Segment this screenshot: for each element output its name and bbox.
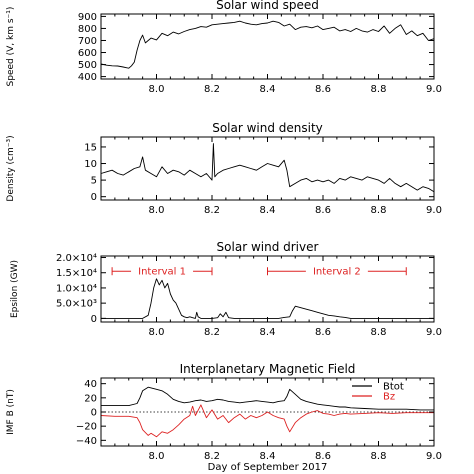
plot-frame [100, 13, 435, 80]
y-tick-label: 40 [84, 379, 97, 390]
legend-label: Bz [383, 392, 395, 403]
y-tick-label: 0 [91, 314, 97, 325]
x-tick-label: 8.2 [204, 451, 220, 462]
x-tick-label: 8.2 [204, 84, 220, 95]
x-tick-label: 9.0 [426, 84, 442, 95]
legend-label: Btot [383, 382, 404, 393]
interval-label-bg [131, 265, 194, 278]
interval-label: Interval 1 [138, 267, 186, 278]
x-tick-label: 8.4 [260, 205, 276, 216]
chart-title: Solar wind driver [217, 240, 319, 254]
x-tick-label: 8.4 [260, 451, 276, 462]
y-axis-label: Epsilon (GW) [10, 260, 20, 318]
x-tick-label: 8.8 [371, 84, 387, 95]
x-tick-label: 9.0 [426, 451, 442, 462]
x-tick-label: 8.2 [204, 205, 220, 216]
x-tick-label: 8.0 [149, 451, 165, 462]
x-tick-label: 8.0 [149, 84, 165, 95]
y-tick-label: −40 [76, 436, 97, 447]
y-tick-label: 1.0×10⁴ [56, 283, 97, 294]
y-tick-label: 400 [78, 72, 97, 83]
x-tick-label: 8.8 [371, 327, 387, 338]
y-tick-label: 20 [84, 393, 97, 404]
x-tick-label: 8.4 [260, 327, 276, 338]
x-tick-label: 8.4 [260, 84, 276, 95]
x-tick-label: 8.6 [315, 451, 331, 462]
y-tick-label: 5.0×10³ [56, 299, 97, 310]
x-tick-label: 8.6 [315, 327, 331, 338]
interval-annotation: Interval 2 [267, 265, 407, 278]
x-tick-label: 8.2 [204, 327, 220, 338]
y-tick-label: 700 [78, 36, 97, 47]
plot-frame [100, 136, 435, 201]
series-line-bz [100, 404, 434, 438]
interval-annotation: Interval 1 [111, 265, 213, 278]
y-tick-label: 800 [78, 24, 97, 35]
panel-4: Interplanetary Magnetic Field IMF B (nT) 8… [6, 362, 442, 473]
panel-1: Solar wind speed Speed (V, km s⁻¹) 8.0 8.2 8… [6, 0, 442, 95]
y-tick-label: 0 [91, 408, 97, 419]
y-tick-label: −20 [76, 422, 97, 433]
x-tick-label: 8.6 [315, 84, 331, 95]
y-tick-label: 500 [78, 60, 97, 71]
y-tick-label: 1.5×10⁴ [56, 268, 97, 279]
panel-2: Solar wind density Density (cm⁻³) 8.0 8.2 8.… [6, 121, 442, 216]
y-tick-label: 600 [78, 48, 97, 59]
y-axis-label: Density (cm⁻³) [6, 135, 16, 201]
series-line-btot [101, 386, 434, 411]
x-tick-label: 8.0 [149, 205, 165, 216]
chart-title: Interplanetary Magnetic Field [180, 362, 356, 376]
y-tick-label: 2.0×10⁴ [56, 253, 97, 264]
interval-label-bg [305, 265, 368, 278]
panel-3: Solar wind driver Epsilon (GW) 8.0 8.2 8.4 8.… [10, 240, 442, 338]
x-tick-label: 9.0 [426, 205, 442, 216]
series-line-1 [101, 278, 434, 319]
x-tick-label: 8.8 [371, 205, 387, 216]
x-tick-label: 8.8 [371, 451, 387, 462]
y-tick-label: 5 [91, 176, 97, 187]
series-line-1 [100, 20, 435, 69]
y-tick-label: 0 [91, 192, 97, 203]
chart-title: Solar wind density [212, 121, 323, 135]
interval-label: Interval 2 [313, 267, 361, 278]
y-tick-label: 900 [78, 12, 97, 23]
chart-title: Solar wind speed [216, 0, 319, 12]
x-tick-label: 8.0 [149, 327, 165, 338]
y-tick-label: 10 [84, 159, 97, 170]
y-axis-label: Speed (V, km s⁻¹) [6, 7, 16, 87]
series-line-1 [100, 143, 435, 193]
x-axis-label: Day of September 2017 [208, 462, 328, 473]
x-tick-label: 8.6 [315, 205, 331, 216]
y-tick-label: 15 [84, 142, 97, 153]
x-tick-label: 9.0 [426, 327, 442, 338]
y-axis-label: IMF B (nT) [6, 389, 16, 435]
